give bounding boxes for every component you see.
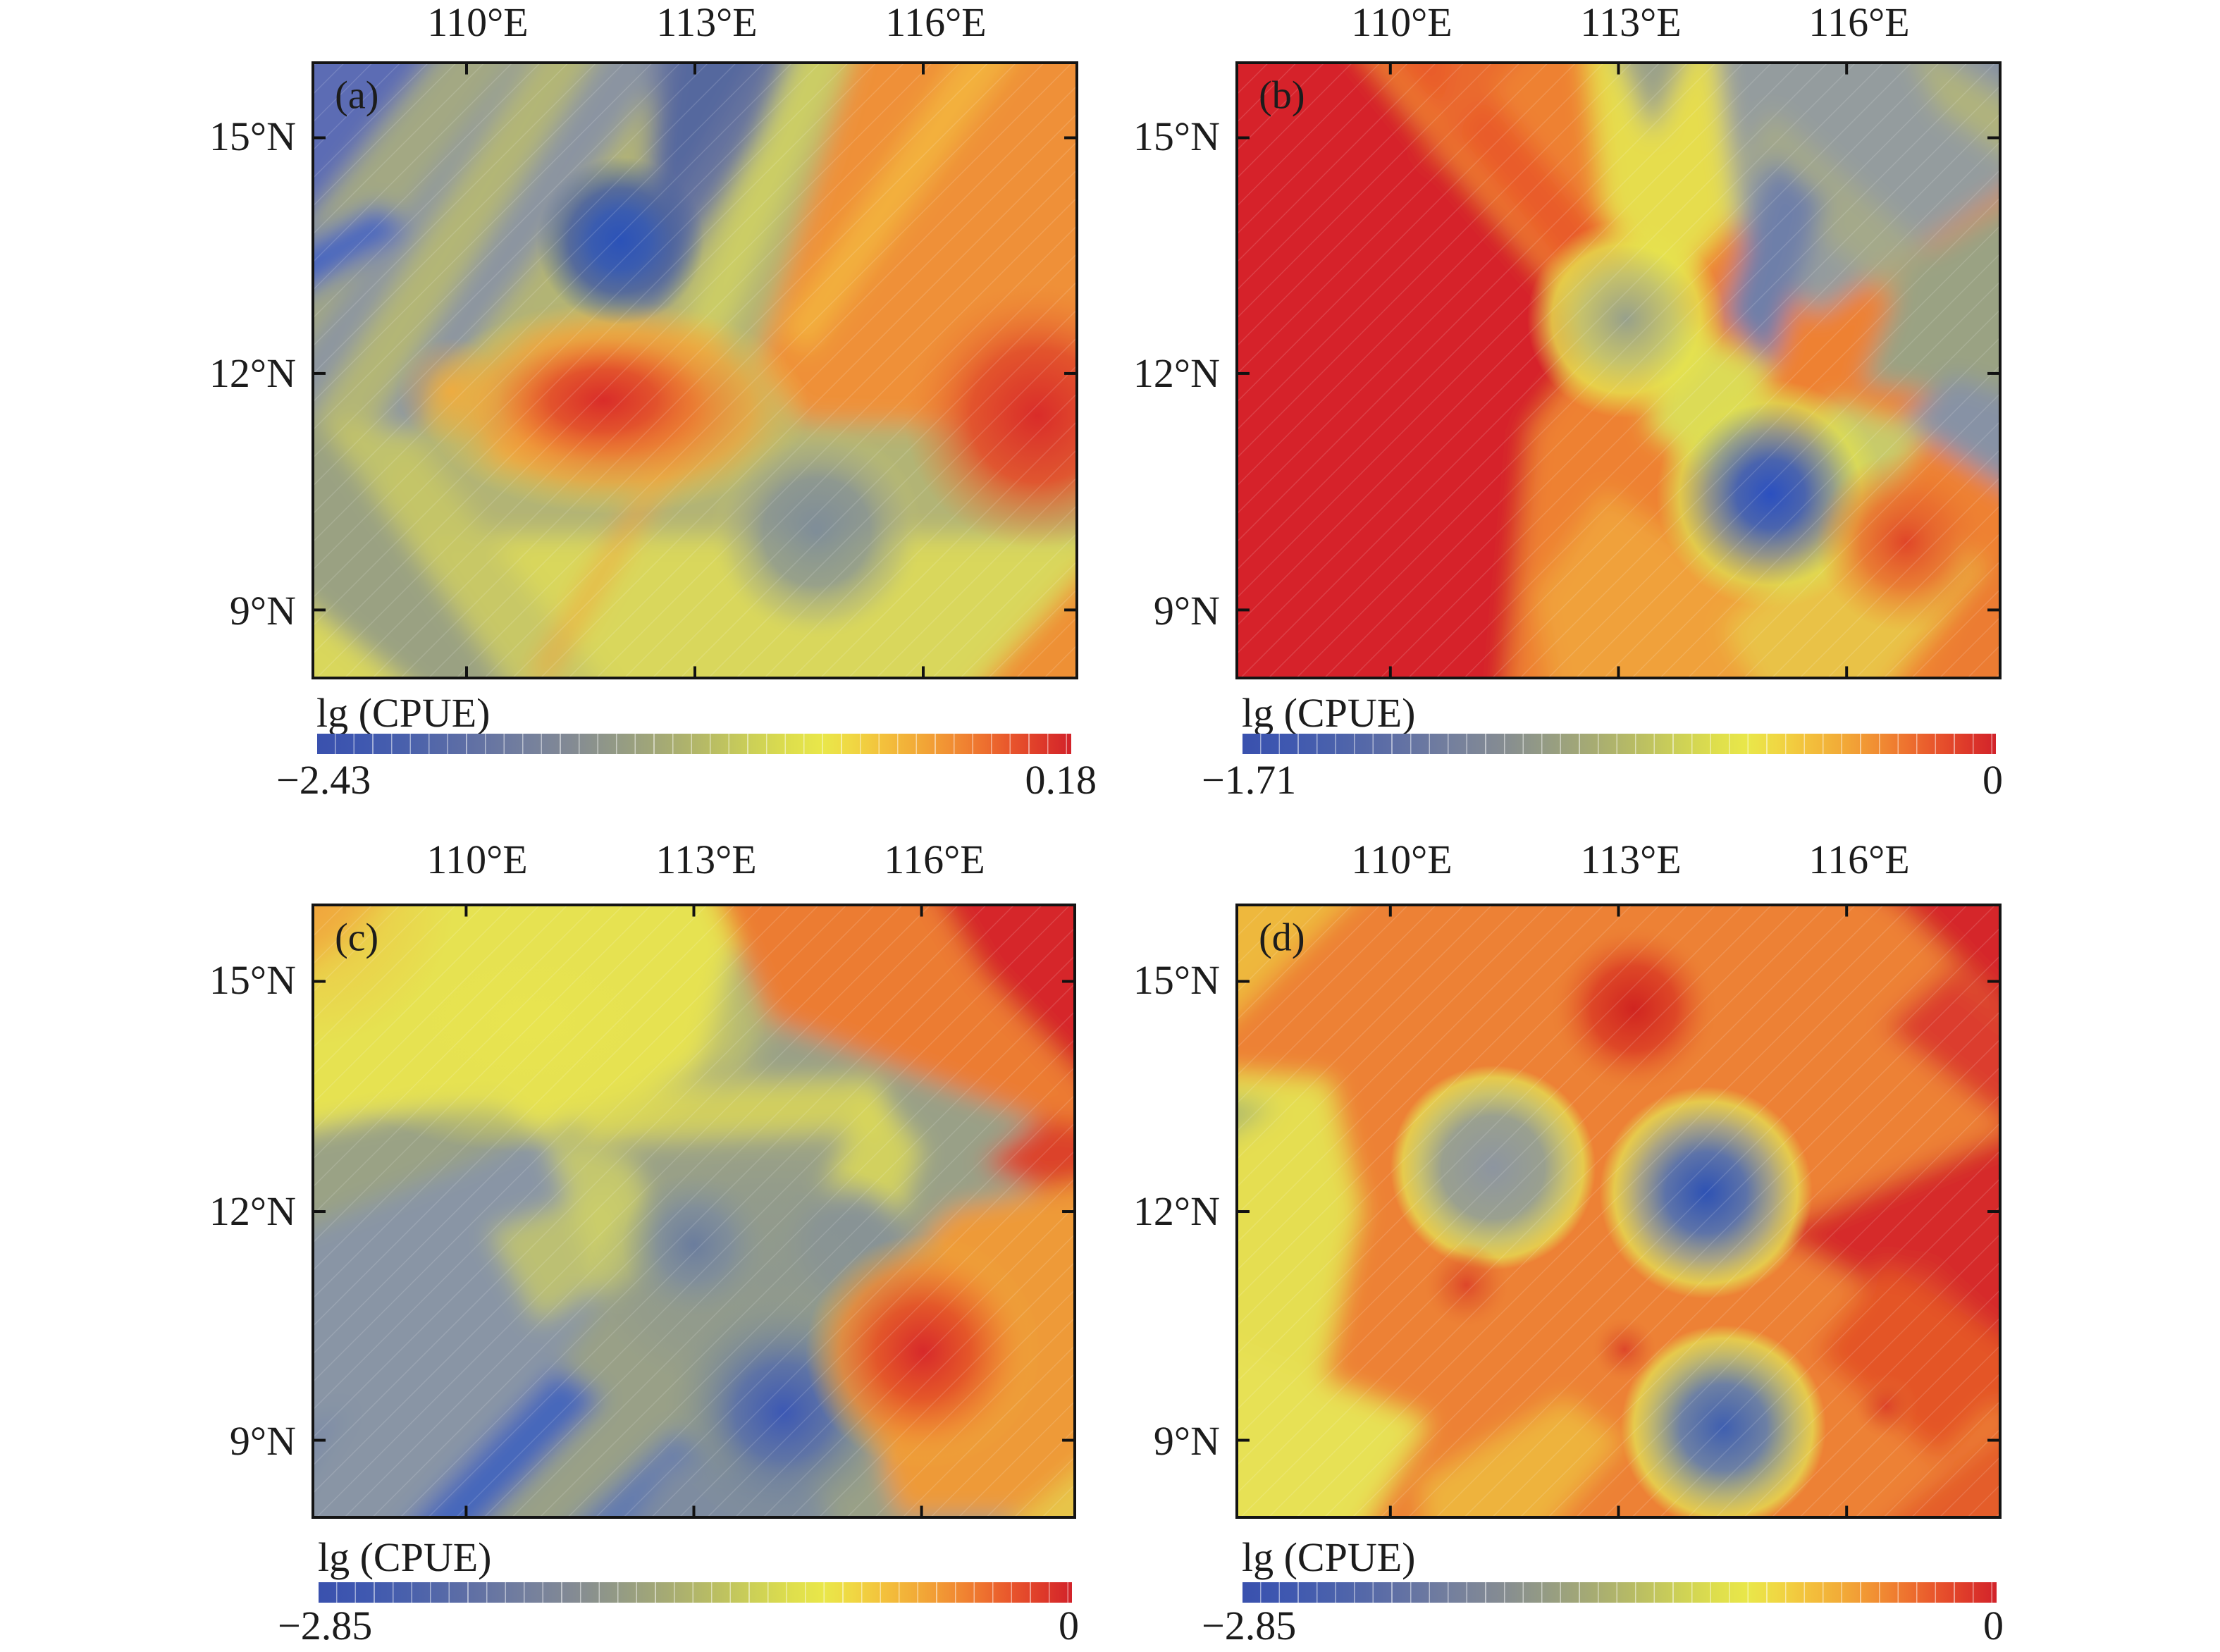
svg-text:(a): (a) bbox=[335, 74, 378, 118]
svg-text:(c): (c) bbox=[335, 916, 378, 959]
svg-text:(d): (d) bbox=[1259, 916, 1305, 959]
svg-text:(b): (b) bbox=[1259, 74, 1305, 118]
